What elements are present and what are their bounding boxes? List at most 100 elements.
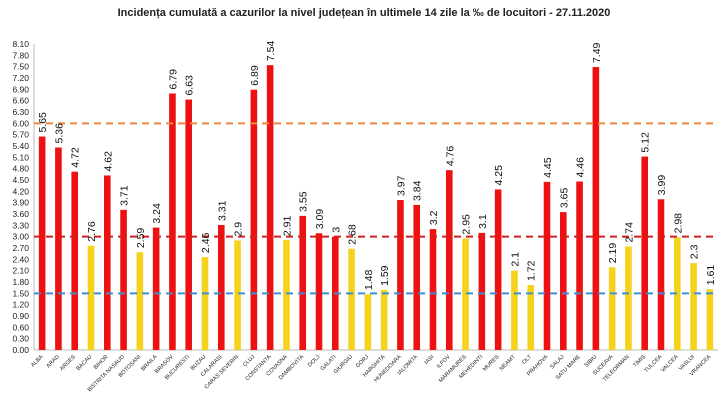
data-label: 7.54 [265,41,277,62]
chart-title: Incidența cumulată a cazurilor la nivel … [117,7,611,19]
x-tick-label: TIMIS [632,354,647,369]
bar [38,136,46,350]
y-tick-label: 7.20 [12,73,29,83]
y-tick-label: 6.60 [12,96,29,106]
data-label: 6.89 [249,65,261,86]
data-label: 4.45 [542,157,554,178]
y-tick-label: 0.60 [12,322,29,332]
x-tick-label: BACAU [76,354,94,372]
y-tick-label: 4.50 [12,175,29,185]
bar [152,227,160,350]
data-label: 3.71 [119,185,131,206]
y-tick-label: 7.50 [12,62,29,72]
data-labels: 5.65 5.36 4.72 2.76 4.62 3.71 2.59 3.24 6.79 6.63… [37,41,717,291]
y-tick-label: 2.70 [12,243,29,253]
x-tick-label: DOLJ [307,354,321,368]
bar [559,212,567,350]
data-label: 5.36 [53,123,65,144]
bar [234,240,241,350]
data-label: 2.59 [135,228,147,249]
data-label: 1.48 [363,269,375,290]
y-tick-label: 6.90 [12,84,29,94]
bar [625,246,632,350]
bar [136,252,144,350]
bar [657,199,665,350]
y-tick-label: 3.30 [12,220,29,230]
bar [543,181,551,350]
bar [673,237,681,350]
y-tick-label: 0.90 [12,311,29,321]
data-label: 2.68 [347,224,359,245]
x-tick-label: ALBA [30,354,45,369]
data-label: 6.79 [167,69,179,90]
y-tick-label: 7.80 [12,50,29,60]
data-label: 1.59 [379,265,391,286]
data-label: 3.84 [412,180,424,201]
bar [429,229,437,350]
data-label: 7.49 [591,42,603,63]
data-label: 3.1 [477,214,489,229]
data-label: 3.65 [558,188,570,209]
y-tick-label: 3.60 [12,209,29,219]
data-label: 2.1 [509,252,521,267]
x-tick-label: NEAMT [499,354,517,372]
data-label: 4.76 [444,146,456,167]
bar [315,233,323,350]
data-label: 3.31 [216,200,228,221]
bar [217,224,225,350]
x-tick-label: IASI [424,354,436,366]
x-tick-label: SIBIU [584,354,599,369]
data-label: 2.9 [233,222,245,237]
bar [250,89,258,350]
bar [71,171,79,350]
bar [201,257,209,350]
y-tick-label: 5.10 [12,152,29,162]
y-tick-label: 4.20 [12,186,29,196]
bar [462,238,469,350]
data-label: 1.61 [705,265,717,286]
bar [348,248,355,350]
data-label: 3.09 [314,209,326,230]
bar [283,240,290,350]
bars [38,65,714,351]
data-label: 2.95 [461,214,473,235]
data-label: 3.55 [298,191,310,212]
bar [397,200,404,350]
bar [120,209,127,350]
bar [87,245,95,350]
bar [608,267,616,350]
y-tick-labels: 0.000.30 0.600.901.20 1.501.802.10 2.402.70… [12,39,29,355]
y-tick-label: 2.10 [12,266,29,276]
data-label: 2.76 [86,221,98,242]
bar [478,232,486,350]
y-tick-label: 1.80 [12,277,29,287]
data-label: 2.3 [689,244,701,259]
y-tick-label: 2.40 [12,254,29,264]
x-tick-label: VALCEA [660,354,680,374]
data-label: 2.46 [200,232,212,253]
data-label: 3.99 [656,175,668,196]
bar [364,294,372,350]
bar [103,175,111,350]
bar [592,67,600,351]
bar [511,270,518,350]
data-label: 5.12 [640,132,652,153]
bar [266,65,274,351]
bar [445,170,453,350]
data-label: 3.97 [395,175,407,196]
y-tick-label: 1.20 [12,300,29,310]
bar [55,147,62,350]
y-tick-label: 0.00 [12,345,29,355]
y-tick-label: 5.70 [12,130,29,140]
bar [185,99,193,351]
data-label: 4.72 [70,147,82,168]
data-label: 1.72 [526,260,538,281]
y-tick-label: 1.50 [12,288,29,298]
x-tick-label: CLUJ [242,354,256,368]
bar [690,263,697,350]
threshold-lines [34,122,718,295]
data-label: 4.25 [493,165,505,186]
y-tick-label: 4.80 [12,164,29,174]
